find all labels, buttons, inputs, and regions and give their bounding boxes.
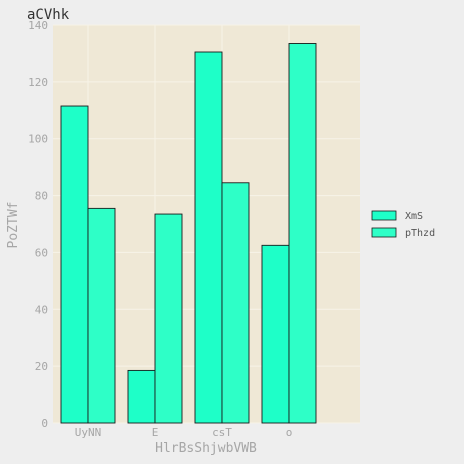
y-tick-label: 80 — [35, 190, 48, 203]
bars — [60, 43, 317, 424]
bar-pThzd-E — [154, 213, 183, 424]
bar-XmS-E — [127, 369, 156, 424]
y-axis-title: PoZTWf — [6, 202, 21, 249]
legend-label: pThzd — [405, 228, 435, 239]
x-tick-label: UyNN — [75, 426, 102, 439]
y-tick-label: 140 — [28, 19, 48, 32]
bar-XmS-UyNN — [60, 105, 89, 424]
y-axis-ticks: 0 20 40 60 80 100 120 140 — [28, 19, 48, 430]
bar-XmS-csT — [194, 51, 223, 424]
legend-swatch — [371, 210, 397, 221]
y-tick-label: 0 — [41, 417, 48, 430]
y-tick-label: 100 — [28, 133, 48, 146]
y-tick-label: 20 — [35, 360, 48, 373]
y-tick-label: 60 — [35, 246, 48, 259]
x-tick-label: o — [286, 426, 293, 439]
x-axis-title: HlrBsShjwbVWB — [155, 441, 257, 456]
x-tick-label: E — [152, 426, 159, 439]
y-tick-label: 40 — [35, 303, 48, 316]
bar-pThzd-o — [288, 43, 317, 424]
legend-swatch — [371, 227, 397, 238]
x-tick-label: csT — [212, 426, 232, 439]
bar-pThzd-csT — [221, 182, 250, 424]
y-tick-label: 120 — [28, 76, 48, 89]
legend-label: XmS — [405, 211, 423, 222]
chart-title: aCVhk — [27, 7, 70, 23]
bar-XmS-o — [261, 244, 290, 424]
bar-pThzd-UyNN — [87, 207, 116, 424]
legend: XmS pThzd — [371, 210, 435, 239]
